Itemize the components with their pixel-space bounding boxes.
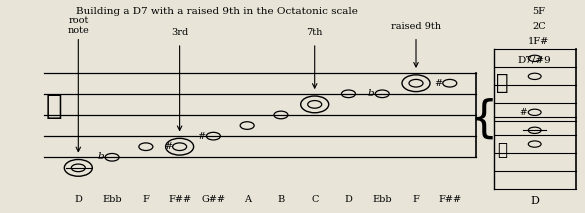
Text: Ebb: Ebb xyxy=(373,195,392,204)
Text: #: # xyxy=(198,132,206,141)
Text: 1F#: 1F# xyxy=(528,37,549,46)
Text: #: # xyxy=(434,79,442,88)
Text: C: C xyxy=(311,195,318,204)
Text: 7th: 7th xyxy=(307,28,323,37)
Text: 2C: 2C xyxy=(532,22,546,31)
Text: raised 9th: raised 9th xyxy=(391,22,441,31)
Text: #: # xyxy=(164,142,172,151)
Text: F##: F## xyxy=(168,195,191,204)
Text: D: D xyxy=(530,196,539,206)
Text: 𝄞: 𝄞 xyxy=(496,74,509,93)
Text: root
note: root note xyxy=(67,16,89,35)
Text: Building a D7 with a raised 9th in the Octatonic scale: Building a D7 with a raised 9th in the O… xyxy=(75,7,357,16)
Text: 𝄢: 𝄢 xyxy=(497,142,507,160)
Text: 𝄞: 𝄞 xyxy=(46,93,62,120)
Text: F: F xyxy=(412,195,419,204)
Text: D: D xyxy=(345,195,352,204)
Text: F##: F## xyxy=(438,195,462,204)
Text: b: b xyxy=(98,152,104,161)
Text: #: # xyxy=(519,108,527,117)
Text: B: B xyxy=(277,195,284,204)
Text: {: { xyxy=(469,98,497,141)
Text: b: b xyxy=(368,89,374,98)
Text: A: A xyxy=(244,195,250,204)
Text: G##: G## xyxy=(201,195,225,204)
Text: Ebb: Ebb xyxy=(102,195,122,204)
Text: D7/#9: D7/#9 xyxy=(518,56,552,65)
Text: F: F xyxy=(142,195,149,204)
Text: 5F: 5F xyxy=(532,7,545,16)
Text: D: D xyxy=(74,195,82,204)
Text: 3rd: 3rd xyxy=(171,28,188,37)
